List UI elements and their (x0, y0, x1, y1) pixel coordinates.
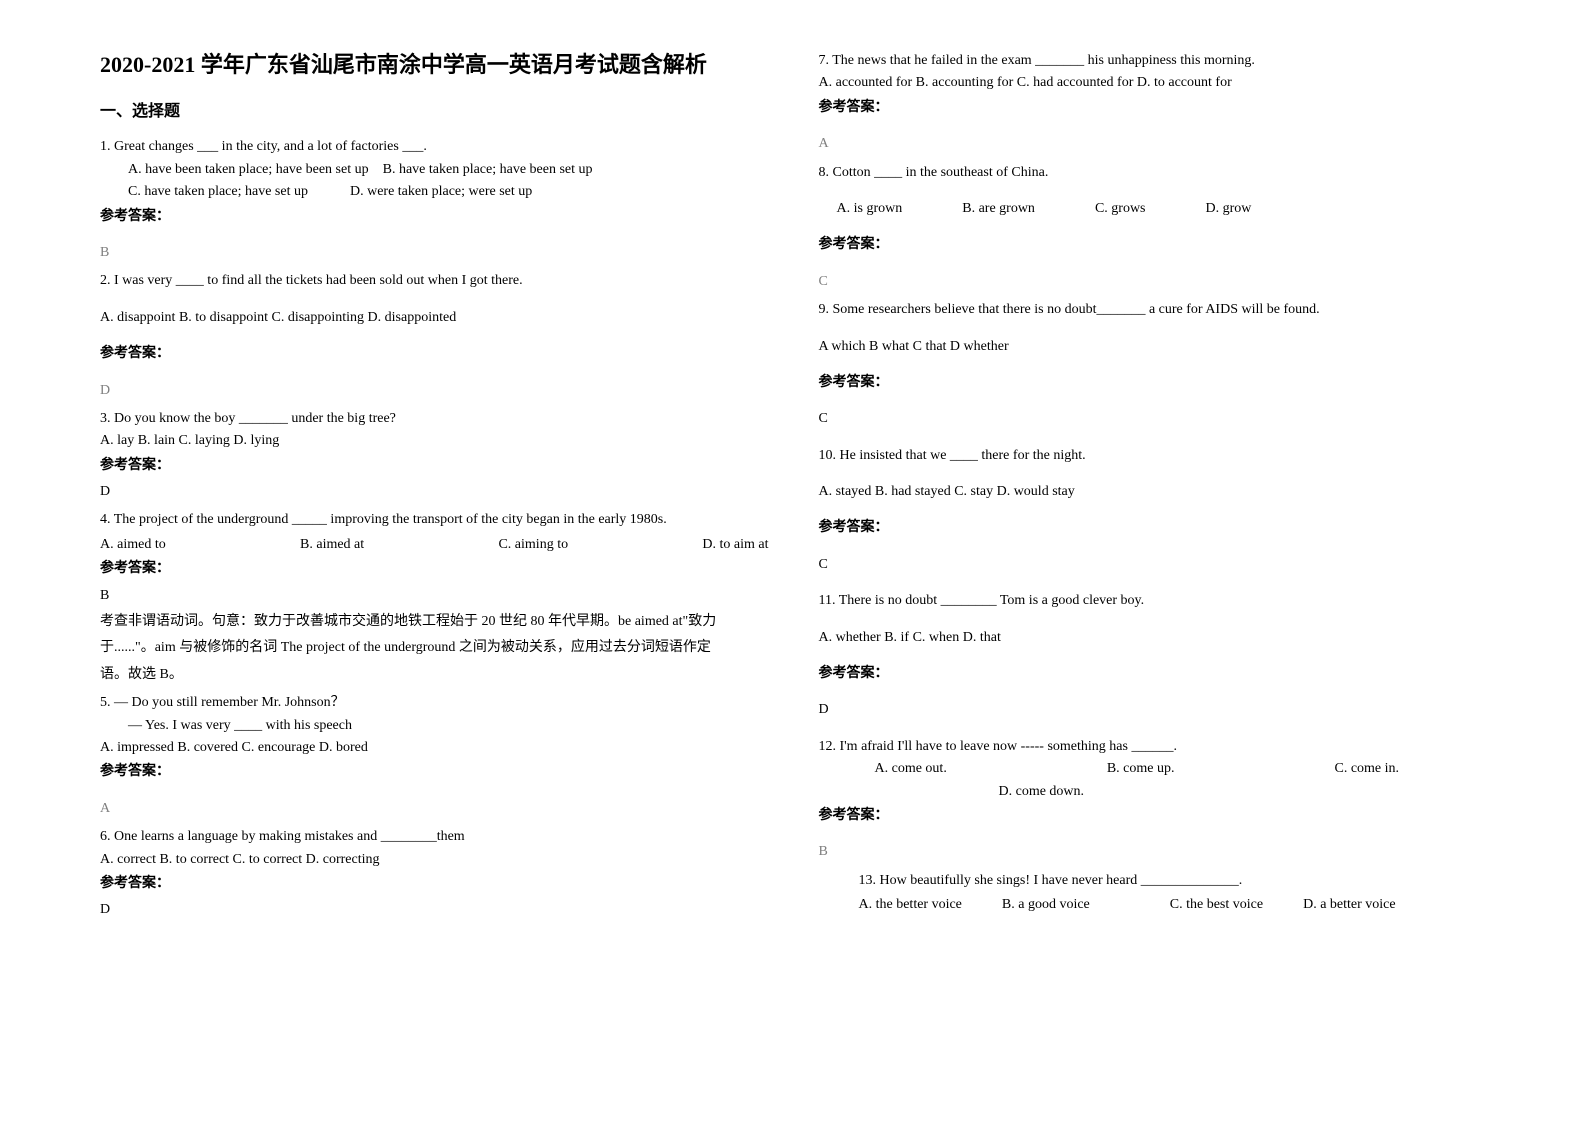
q6-stem: 6. One learns a language by making mista… (100, 826, 769, 848)
q10-answer: C (819, 554, 1518, 576)
q6-answer: D (100, 899, 769, 921)
question-6: 6. One learns a language by making mista… (100, 826, 769, 922)
q4-options: A. aimed to B. aimed at C. aiming to D. … (100, 534, 769, 556)
right-column: 7. The news that he failed in the exam _… (809, 50, 1518, 1082)
q13-stem: 13. How beautifully she sings! I have ne… (859, 870, 1518, 892)
q11-options: A. whether B. if C. when D. that (819, 627, 1518, 649)
q4-stem: 4. The project of the underground _____ … (100, 509, 769, 531)
q2-stem: 2. I was very ____ to find all the ticke… (100, 270, 769, 292)
q5-answer-label: 参考答案： (100, 761, 769, 783)
question-4: 4. The project of the underground _____ … (100, 509, 769, 686)
page: 2020-2021 学年广东省汕尾市南涂中学高一英语月考试题含解析 一、选择题 … (0, 0, 1587, 1122)
q8-opt-a: A. is grown (837, 198, 903, 220)
q1-options-row1: A. have been taken place; have been set … (128, 159, 769, 181)
question-9: 9. Some researchers believe that there i… (819, 299, 1518, 431)
q1-opt-a: A. have been taken place; have been set … (128, 162, 369, 177)
q8-opt-b: B. are grown (962, 198, 1035, 220)
q13-options: A. the better voice B. a good voice C. t… (859, 894, 1518, 916)
q4-opt-c: C. aiming to (498, 534, 568, 556)
question-12: 12. I'm afraid I'll have to leave now --… (819, 736, 1518, 864)
q1-answer-label: 参考答案： (100, 206, 769, 228)
q12-opt-d: D. come down. (999, 784, 1085, 799)
q8-options: A. is grown B. are grown C. grows D. gro… (837, 198, 1518, 220)
question-11: 11. There is no doubt ________ Tom is a … (819, 590, 1518, 722)
q7-options: A. accounted for B. accounting for C. ha… (819, 72, 1518, 94)
q2-answer-label: 参考答案： (100, 343, 769, 365)
q7-stem: 7. The news that he failed in the exam _… (819, 50, 1518, 72)
q13-opt-b: B. a good voice (1002, 894, 1090, 916)
left-column: 2020-2021 学年广东省汕尾市南涂中学高一英语月考试题含解析 一、选择题 … (100, 50, 809, 1082)
q5-answer: A (100, 798, 769, 820)
q4-explanation-2: 于......"。aim 与被修饰的名词 The project of the … (100, 637, 769, 659)
q8-opt-c: C. grows (1095, 198, 1146, 220)
q12-opt-b: B. come up. (1107, 758, 1175, 780)
q8-stem: 8. Cotton ____ in the southeast of China… (819, 162, 1518, 184)
q1-options-row2: C. have taken place; have set up D. were… (128, 181, 769, 203)
q9-answer-label: 参考答案： (819, 372, 1518, 394)
q12-opt-c: C. come in. (1334, 758, 1399, 780)
q1-opt-d: D. were taken place; were set up (350, 184, 532, 199)
q12-answer: B (819, 841, 1518, 863)
q12-options-row2: D. come down. (999, 781, 1518, 803)
q3-answer: D (100, 481, 769, 503)
q9-options: A which B what C that D whether (819, 336, 1518, 358)
q9-answer: C (819, 408, 1518, 430)
question-3: 3. Do you know the boy _______ under the… (100, 408, 769, 504)
q3-answer-label: 参考答案： (100, 455, 769, 477)
q4-answer: B (100, 585, 769, 607)
q2-answer: D (100, 380, 769, 402)
question-10: 10. He insisted that we ____ there for t… (819, 445, 1518, 577)
q5-stem2: — Yes. I was very ____ with his speech (128, 715, 769, 737)
question-1: 1. Great changes ___ in the city, and a … (100, 136, 769, 264)
q8-answer-label: 参考答案： (819, 234, 1518, 256)
q5-stem1: 5. — Do you still remember Mr. Johnson？ (100, 692, 769, 714)
q13-opt-a: A. the better voice (859, 894, 962, 916)
q10-answer-label: 参考答案： (819, 517, 1518, 539)
q13-opt-c: C. the best voice (1170, 894, 1263, 916)
q4-answer-label: 参考答案： (100, 558, 769, 580)
q4-explanation-3: 语。故选 B。 (100, 664, 769, 686)
q1-opt-b: B. have taken place; have been set up (383, 162, 593, 177)
q4-opt-b: B. aimed at (300, 534, 364, 556)
section-heading: 一、选择题 (100, 99, 769, 125)
q13-opt-d: D. a better voice (1303, 894, 1396, 916)
q1-stem: 1. Great changes ___ in the city, and a … (100, 136, 769, 158)
q10-options: A. stayed B. had stayed C. stay D. would… (819, 481, 1518, 503)
q12-answer-label: 参考答案： (819, 805, 1518, 827)
q12-stem: 12. I'm afraid I'll have to leave now --… (819, 736, 1518, 758)
question-7: 7. The news that he failed in the exam _… (819, 50, 1518, 156)
q8-opt-d: D. grow (1206, 198, 1252, 220)
q7-answer-label: 参考答案： (819, 97, 1518, 119)
q7-answer: A (819, 133, 1518, 155)
q3-stem: 3. Do you know the boy _______ under the… (100, 408, 769, 430)
q6-options: A. correct B. to correct C. to correct D… (100, 849, 769, 871)
question-13: 13. How beautifully she sings! I have ne… (819, 870, 1518, 917)
q4-explanation-1: 考查非谓语动词。句意：致力于改善城市交通的地铁工程始于 20 世纪 80 年代早… (100, 611, 769, 633)
question-2: 2. I was very ____ to find all the ticke… (100, 270, 769, 402)
q1-answer: B (100, 242, 769, 264)
q8-answer: C (819, 271, 1518, 293)
q4-opt-a: A. aimed to (100, 534, 166, 556)
question-8: 8. Cotton ____ in the southeast of China… (819, 162, 1518, 294)
q5-options: A. impressed B. covered C. encourage D. … (100, 737, 769, 759)
question-5: 5. — Do you still remember Mr. Johnson？ … (100, 692, 769, 820)
q9-stem: 9. Some researchers believe that there i… (819, 299, 1518, 321)
q11-answer: D (819, 699, 1518, 721)
q12-opt-a: A. come out. (875, 758, 947, 780)
q3-options: A. lay B. lain C. laying D. lying (100, 430, 769, 452)
q12-options-row1: A. come out. B. come up. C. come in. (819, 758, 1518, 780)
q6-answer-label: 参考答案： (100, 873, 769, 895)
q11-answer-label: 参考答案： (819, 663, 1518, 685)
q4-opt-d: D. to aim at (702, 534, 768, 556)
exam-title: 2020-2021 学年广东省汕尾市南涂中学高一英语月考试题含解析 (100, 50, 769, 81)
q1-opt-c: C. have taken place; have set up (128, 184, 308, 199)
q10-stem: 10. He insisted that we ____ there for t… (819, 445, 1518, 467)
q11-stem: 11. There is no doubt ________ Tom is a … (819, 590, 1518, 612)
q2-options: A. disappoint B. to disappoint C. disapp… (100, 307, 769, 329)
